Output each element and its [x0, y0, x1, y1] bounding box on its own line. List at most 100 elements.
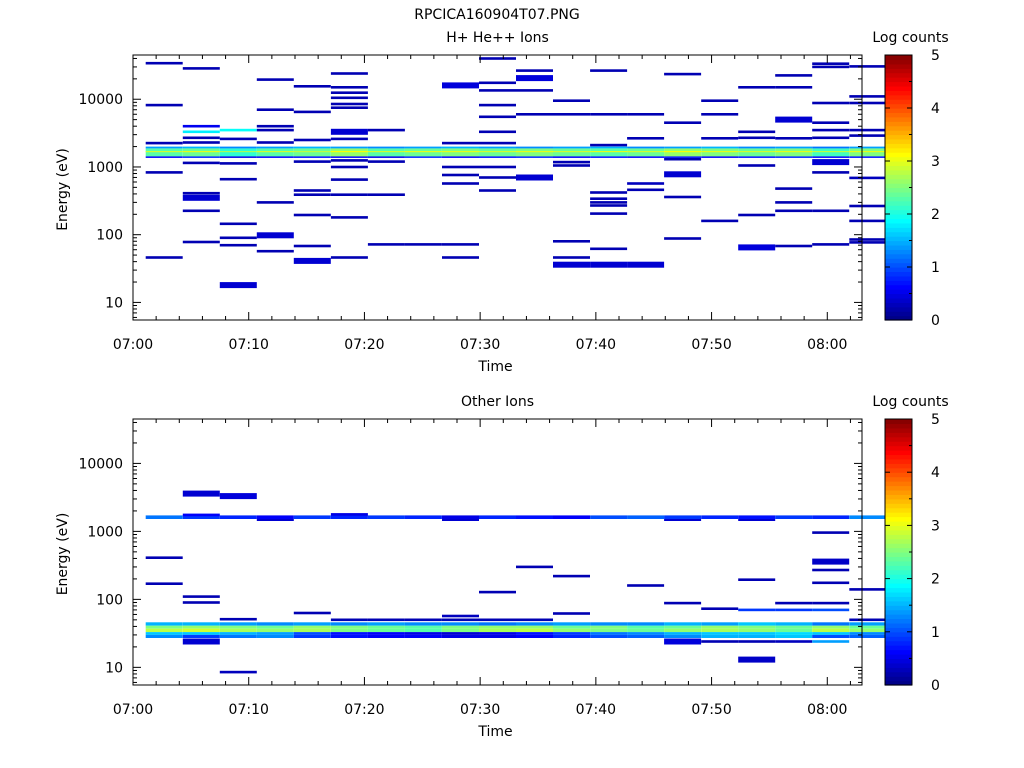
colorbar-segment	[885, 538, 912, 544]
colorbar-tick-label: 2	[931, 572, 940, 588]
colorbar-segment	[885, 227, 912, 233]
heatmap-cell	[627, 188, 665, 192]
colorbar-segment	[885, 450, 912, 456]
heatmap-cell	[775, 146, 813, 149]
heatmap-cell	[293, 85, 331, 88]
colorbar-tick-label: 0	[931, 678, 940, 694]
heatmap-cell	[182, 124, 220, 128]
heatmap-cell	[182, 490, 220, 497]
heatmap-cell	[849, 515, 887, 519]
heatmap-cell	[404, 628, 442, 633]
heatmap-cell	[812, 171, 850, 174]
panel-title: H+ He++ Ions	[446, 30, 549, 46]
heatmap-cell	[775, 86, 813, 89]
heatmap-cell	[701, 151, 739, 153]
heatmap-cell	[590, 515, 628, 519]
heatmap-cell	[145, 628, 183, 633]
heatmap-cell	[849, 632, 887, 635]
heatmap-cell	[627, 182, 665, 185]
heatmap-cell	[664, 156, 702, 158]
heatmap-cell	[701, 640, 739, 643]
heatmap-cell	[479, 176, 516, 179]
heatmap-cell	[590, 212, 628, 215]
heatmap-cell	[849, 219, 887, 223]
heatmap-cell	[627, 156, 665, 158]
heatmap-cell	[256, 622, 294, 626]
colorbar-segment	[885, 560, 912, 566]
heatmap-cell	[664, 195, 702, 199]
heatmap-cell	[627, 628, 665, 633]
heatmap-cell	[775, 601, 813, 605]
heatmap-cell	[553, 256, 590, 259]
plot-frame	[132, 418, 863, 686]
heatmap-cell	[553, 146, 590, 149]
colorbar-segment	[885, 609, 912, 615]
heatmap-cell	[849, 101, 887, 105]
heatmap-cell	[293, 146, 331, 149]
heatmap-cell	[738, 640, 776, 643]
heatmap-cell	[553, 99, 590, 102]
colorbar-segment	[885, 275, 912, 281]
heatmap-cell	[479, 625, 516, 629]
heatmap-cell	[553, 622, 590, 626]
heatmap-cell	[219, 634, 257, 638]
heatmap-cell	[479, 156, 516, 158]
heatmap-cell	[293, 628, 331, 633]
heatmap-cell	[479, 148, 516, 157]
colorbar-segment	[885, 631, 912, 637]
colorbar-segment	[885, 600, 912, 606]
heatmap-cell	[330, 86, 368, 89]
heatmap-cell	[738, 519, 776, 521]
heatmap-cell	[479, 618, 516, 622]
colorbar-segment	[885, 627, 912, 633]
heatmap-cell	[553, 113, 590, 116]
heatmap-cell	[516, 151, 553, 153]
heatmap-cell	[256, 519, 294, 521]
heatmap-cell	[367, 632, 405, 635]
heatmap-cell	[775, 515, 813, 519]
heatmap-cell	[219, 515, 257, 519]
y-tick-label: 100	[96, 592, 123, 608]
heatmap-cell	[219, 128, 257, 132]
heatmap-cell	[590, 261, 628, 268]
colorbar-segment	[885, 138, 912, 144]
heatmap-cell	[442, 519, 479, 521]
heatmap-cell	[182, 595, 220, 598]
colorbar-segment	[885, 262, 912, 268]
colorbar-tick-label: 3	[931, 154, 940, 170]
heatmap-cell	[330, 513, 368, 516]
colorbar-label: Log counts	[872, 30, 948, 46]
colorbar-segment	[885, 205, 912, 211]
colorbar-tick-label: 0	[931, 313, 940, 329]
heatmap-cell	[812, 628, 850, 633]
heatmap-cell	[738, 634, 776, 638]
heatmap-cell	[738, 86, 776, 89]
heatmap-cell	[182, 194, 220, 201]
heatmap-cell	[664, 121, 702, 124]
heatmap-cell	[516, 622, 553, 626]
heatmap-cell	[442, 256, 479, 259]
heatmap-cell	[145, 634, 183, 638]
colorbar-segment	[885, 676, 912, 682]
heatmap-cell	[775, 625, 813, 629]
heatmap-cell	[293, 257, 331, 264]
heatmap-cell	[738, 148, 776, 157]
heatmap-cell	[219, 243, 257, 247]
heatmap-cell	[367, 128, 405, 132]
heatmap-cell	[516, 628, 553, 633]
colorbar-segment	[885, 267, 912, 273]
heatmap-cell	[219, 622, 257, 626]
panel-2: 07:00 07:10 07:20 07:30 07:40 07:50 08:0010100…	[55, 394, 949, 740]
heatmap-cell	[701, 634, 739, 638]
heatmap-cell	[849, 128, 887, 132]
heatmap-cell	[849, 204, 887, 208]
heatmap-cell	[479, 115, 516, 119]
colorbar-segment	[885, 249, 912, 255]
heatmap-cell	[442, 618, 479, 622]
x-tick-label: 07:50	[691, 337, 731, 353]
heatmap-cell	[442, 148, 479, 157]
heatmap-cell	[330, 156, 368, 158]
heatmap-cell	[182, 209, 220, 213]
colorbar-segment	[885, 516, 912, 522]
heatmap-cell	[590, 197, 628, 200]
